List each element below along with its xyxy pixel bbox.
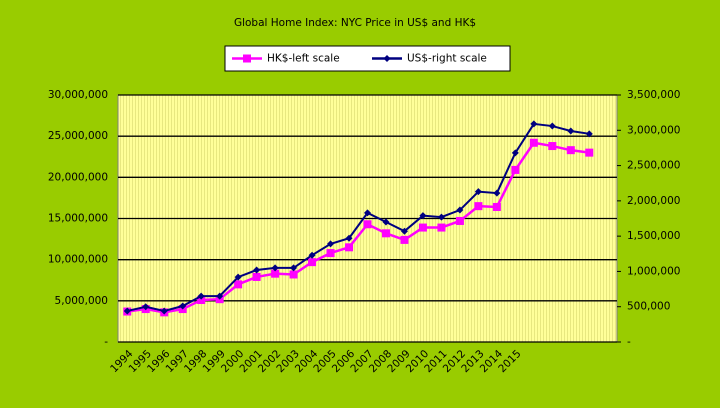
marker — [142, 303, 150, 311]
y2-tick-label: 500,000 — [627, 301, 670, 313]
y2-tick-label: 3,000,000 — [627, 124, 680, 136]
legend — [224, 45, 511, 72]
y-tick-label: 25,000,000 — [48, 130, 108, 142]
y2-tick-label: 1,500,000 — [627, 230, 680, 242]
y2-tick-label: - — [627, 336, 631, 348]
marker — [437, 223, 446, 232]
marker — [585, 148, 594, 157]
marker — [363, 220, 372, 229]
marker — [197, 296, 206, 305]
marker — [548, 122, 556, 130]
legend-label: US$-right scale — [407, 53, 487, 65]
marker — [400, 227, 408, 235]
marker — [455, 216, 464, 225]
marker — [474, 202, 483, 211]
legend-label: HK$-left scale — [267, 53, 340, 65]
marker — [364, 209, 371, 217]
marker — [437, 213, 445, 221]
legend-marker — [383, 55, 391, 62]
marker — [253, 266, 261, 274]
marker — [381, 229, 390, 238]
marker — [123, 307, 131, 315]
marker — [160, 307, 168, 315]
marker — [548, 142, 557, 151]
marker — [252, 272, 261, 281]
marker — [456, 206, 464, 214]
y2-tick-label: 2,000,000 — [627, 195, 680, 207]
marker — [382, 218, 390, 226]
marker — [326, 249, 335, 258]
marker — [234, 273, 242, 281]
marker — [511, 149, 519, 157]
marker — [530, 120, 538, 128]
marker — [345, 243, 354, 252]
marker — [308, 251, 316, 259]
marker — [585, 130, 593, 138]
marker — [400, 235, 409, 244]
marker — [493, 189, 501, 197]
marker — [418, 223, 427, 232]
marker — [179, 302, 187, 310]
marker — [566, 146, 575, 155]
chart-title: Global Home Index: NYC Price in US$ and … — [234, 17, 476, 29]
y-tick-label: 10,000,000 — [48, 254, 108, 266]
marker — [419, 212, 427, 220]
marker — [234, 280, 243, 289]
y-tick-label: 30,000,000 — [48, 89, 108, 101]
y-tick-label: 5,000,000 — [55, 295, 108, 307]
marker — [511, 165, 520, 174]
legend-marker — [243, 54, 251, 63]
marker — [289, 270, 298, 279]
marker — [345, 234, 353, 242]
marker — [492, 202, 501, 211]
marker — [327, 240, 335, 248]
y-tick-label: 15,000,000 — [48, 213, 108, 225]
marker — [271, 264, 279, 272]
y2-tick-label: 3,500,000 — [627, 89, 680, 101]
marker — [216, 292, 224, 300]
marker — [567, 127, 575, 135]
y-tick-label: - — [104, 336, 108, 348]
y-tick-label: 20,000,000 — [48, 171, 108, 183]
marker — [529, 138, 538, 147]
marker — [290, 264, 298, 272]
marker — [271, 269, 280, 278]
marker — [197, 292, 205, 300]
marker — [474, 188, 482, 196]
y2-tick-label: 2,500,000 — [627, 160, 680, 172]
y2-tick-label: 1,000,000 — [627, 265, 680, 277]
marker — [308, 258, 317, 267]
